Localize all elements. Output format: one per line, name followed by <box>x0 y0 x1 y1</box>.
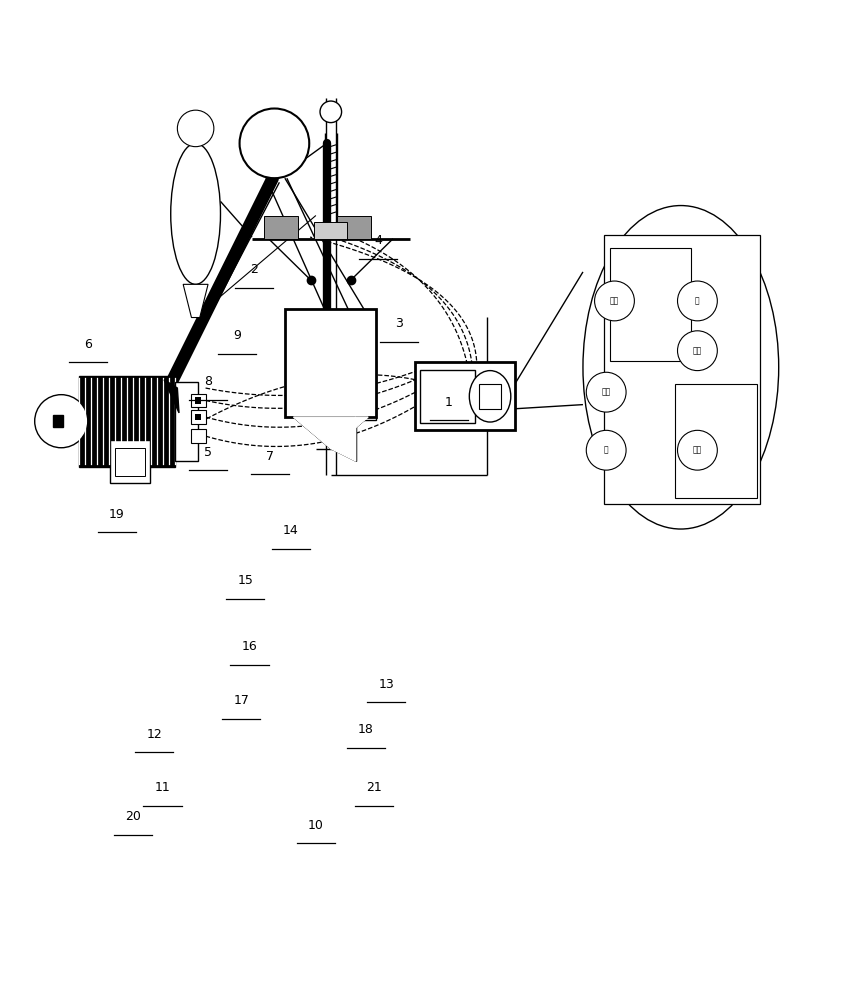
Text: 5: 5 <box>204 446 212 459</box>
Bar <box>604 235 759 504</box>
Circle shape <box>35 395 88 448</box>
Text: 17: 17 <box>233 694 249 707</box>
Text: 空: 空 <box>604 446 608 455</box>
Text: 动频: 动频 <box>693 446 702 455</box>
Bar <box>676 384 757 498</box>
Text: 10: 10 <box>308 819 324 832</box>
Text: 空: 空 <box>696 296 700 305</box>
Bar <box>285 309 377 417</box>
Bar <box>115 448 145 476</box>
Circle shape <box>587 372 626 412</box>
Text: 4: 4 <box>374 234 382 247</box>
Ellipse shape <box>469 371 511 422</box>
Circle shape <box>677 430 717 470</box>
Ellipse shape <box>171 143 220 284</box>
Text: 18: 18 <box>358 723 373 736</box>
Bar <box>79 376 175 467</box>
Text: 2: 2 <box>250 263 257 276</box>
Bar <box>191 429 206 443</box>
Text: 6: 6 <box>84 338 92 351</box>
Text: 20: 20 <box>125 810 142 823</box>
Polygon shape <box>331 417 356 461</box>
Circle shape <box>677 331 717 371</box>
Text: 7: 7 <box>266 450 274 463</box>
Text: 19: 19 <box>109 508 124 521</box>
Text: 8: 8 <box>204 375 212 388</box>
Text: 1: 1 <box>445 396 453 409</box>
Text: 14: 14 <box>283 524 299 537</box>
Text: 标责: 标责 <box>601 388 611 397</box>
Bar <box>338 216 371 239</box>
Bar <box>53 415 63 427</box>
Circle shape <box>594 281 634 321</box>
Text: 15: 15 <box>238 574 253 587</box>
Circle shape <box>177 110 214 147</box>
Text: 12: 12 <box>146 728 162 741</box>
Bar <box>191 410 206 424</box>
Ellipse shape <box>583 206 778 529</box>
Text: 3: 3 <box>395 317 403 330</box>
Bar <box>343 361 377 420</box>
Polygon shape <box>183 284 208 318</box>
Polygon shape <box>164 380 179 413</box>
Text: 11: 11 <box>155 781 170 794</box>
Bar <box>416 362 515 430</box>
Bar <box>264 216 297 239</box>
Bar <box>175 382 198 461</box>
Circle shape <box>587 430 626 470</box>
Bar <box>111 440 150 483</box>
Text: 9: 9 <box>233 329 241 342</box>
Circle shape <box>320 101 341 123</box>
Bar <box>191 394 206 407</box>
Text: 21: 21 <box>366 781 382 794</box>
Bar <box>194 397 201 404</box>
Text: 16: 16 <box>242 640 257 653</box>
Bar <box>480 384 501 409</box>
Circle shape <box>239 109 309 178</box>
Text: 主动: 主动 <box>610 296 619 305</box>
Bar <box>610 248 691 361</box>
Bar <box>314 222 347 239</box>
Circle shape <box>677 281 717 321</box>
Text: 从动: 从动 <box>693 346 702 355</box>
Bar <box>194 414 201 420</box>
Bar <box>421 370 475 423</box>
Polygon shape <box>294 417 368 449</box>
Text: 13: 13 <box>378 678 394 691</box>
